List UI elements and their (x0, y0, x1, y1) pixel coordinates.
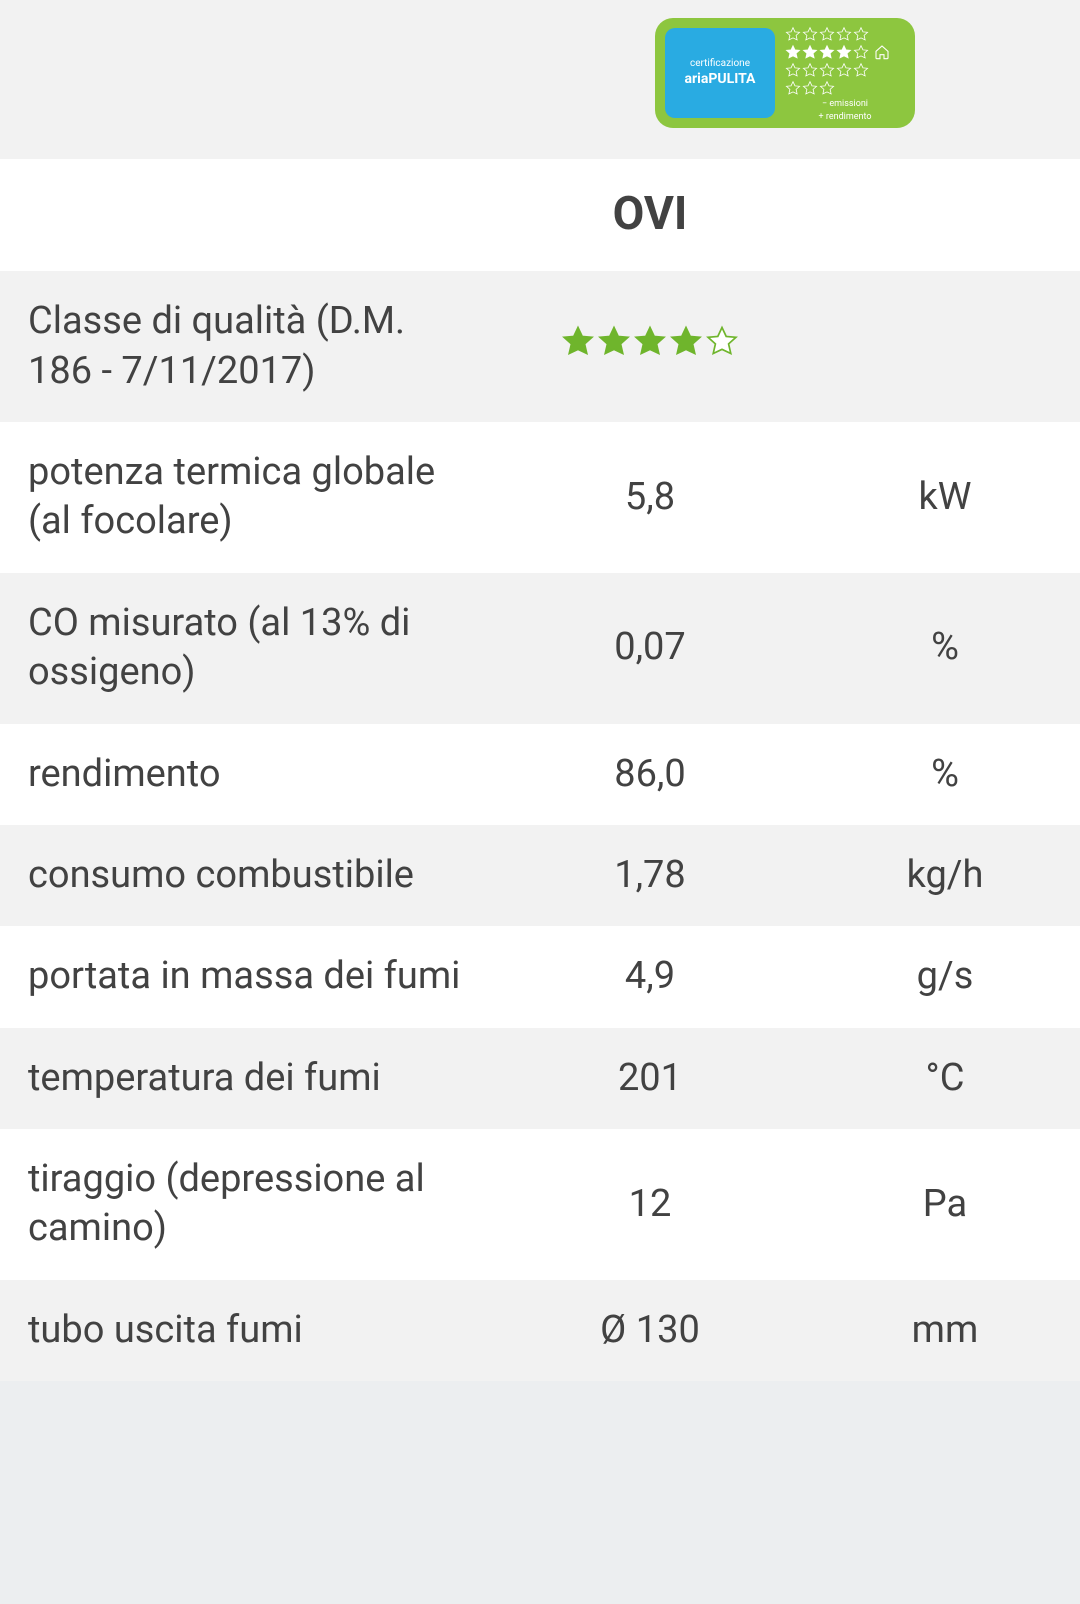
badge-top-text: certificazione (690, 57, 750, 70)
star-icon (597, 324, 631, 358)
row-label: CO misurato (al 13% di ossigeno) (0, 573, 490, 724)
star-icon (802, 62, 818, 78)
badge-brand: ariaPULITA (685, 70, 756, 88)
star-icon (819, 44, 835, 60)
quality-row: Classe di qualità (D.M. 186 - 7/11/2017) (0, 271, 1080, 422)
row-unit: mm (810, 1280, 1080, 1381)
row-value: 12 (490, 1129, 810, 1280)
spec-table-container: certificazione ariaPULITA (0, 0, 1080, 1381)
row-value: 201 (490, 1028, 810, 1129)
star-icon (785, 80, 801, 96)
star-icon (853, 44, 869, 60)
row-label: rendimento (0, 724, 490, 825)
row-unit: °C (810, 1028, 1080, 1129)
row-label: temperatura dei fumi (0, 1028, 490, 1129)
product-name: OVI (490, 159, 810, 271)
star-icon (819, 80, 835, 96)
row-label: portata in massa dei fumi (0, 926, 490, 1027)
row-value: 1,78 (490, 825, 810, 926)
table-row: tubo uscita fumi Ø 130 mm (0, 1280, 1080, 1381)
quality-stars (561, 324, 739, 358)
row-unit: kg/h (810, 825, 1080, 926)
row-unit: kW (810, 422, 1080, 573)
table-row: tiraggio (depressione al camino) 12 Pa (0, 1129, 1080, 1280)
badge-caption-plus: + rendimento (785, 113, 905, 122)
quality-label: Classe di qualità (D.M. 186 - 7/11/2017) (0, 271, 490, 422)
house-icon (874, 44, 890, 60)
spec-table: certificazione ariaPULITA (0, 0, 1080, 1381)
row-value: 5,8 (490, 422, 810, 573)
table-row: temperatura dei fumi 201 °C (0, 1028, 1080, 1129)
row-value: 86,0 (490, 724, 810, 825)
row-unit: % (810, 573, 1080, 724)
badge-star-rows: − emissioni + rendimento (785, 26, 905, 122)
star-icon (836, 62, 852, 78)
row-unit: g/s (810, 926, 1080, 1027)
star-icon (819, 26, 835, 42)
table-row: portata in massa dei fumi 4,9 g/s (0, 926, 1080, 1027)
badge-star-row (785, 26, 905, 42)
badge-star-row (785, 62, 905, 78)
star-icon (836, 44, 852, 60)
aria-pulita-badge: certificazione ariaPULITA (655, 18, 915, 128)
quality-stars-cell (490, 271, 810, 422)
star-icon (853, 26, 869, 42)
quality-unit-spacer (810, 271, 1080, 422)
row-label: tiraggio (depressione al camino) (0, 1129, 490, 1280)
table-row: potenza termica globale (al focolare) 5,… (0, 422, 1080, 573)
data-rows: potenza termica globale (al focolare) 5,… (0, 422, 1080, 1381)
star-icon (785, 44, 801, 60)
badge-star-row (785, 80, 905, 96)
badge-cell: certificazione ariaPULITA (490, 0, 1080, 159)
table-row: consumo combustibile 1,78 kg/h (0, 825, 1080, 926)
row-label: potenza termica globale (al focolare) (0, 422, 490, 573)
star-icon (633, 324, 667, 358)
row-value: 0,07 (490, 573, 810, 724)
star-icon (802, 26, 818, 42)
star-icon (669, 324, 703, 358)
badge-left-panel: certificazione ariaPULITA (665, 28, 775, 118)
star-icon (785, 26, 801, 42)
star-icon (561, 324, 595, 358)
row-value: Ø 130 (490, 1280, 810, 1381)
row-value: 4,9 (490, 926, 810, 1027)
row-label: tubo uscita fumi (0, 1280, 490, 1381)
row-unit: Pa (810, 1129, 1080, 1280)
badge-row: certificazione ariaPULITA (0, 0, 1080, 159)
star-icon (802, 44, 818, 60)
row-unit: % (810, 724, 1080, 825)
header-unit-spacer (810, 159, 1080, 271)
star-icon (802, 80, 818, 96)
header-row: OVI (0, 159, 1080, 271)
star-icon (853, 62, 869, 78)
star-icon (785, 62, 801, 78)
badge-star-row (785, 44, 905, 60)
row-label: consumo combustibile (0, 825, 490, 926)
header-spacer (0, 159, 490, 271)
star-icon (836, 26, 852, 42)
table-row: rendimento 86,0 % (0, 724, 1080, 825)
badge-caption-minus: − emissioni (785, 100, 905, 109)
table-row: CO misurato (al 13% di ossigeno) 0,07 % (0, 573, 1080, 724)
badge-row-spacer (0, 0, 490, 159)
star-icon (705, 324, 739, 358)
star-icon (819, 62, 835, 78)
